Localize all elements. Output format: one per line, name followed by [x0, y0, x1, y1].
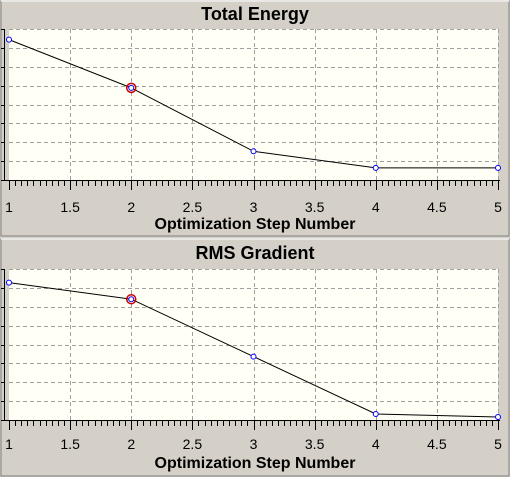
selected-point-ring[interactable] [126, 82, 137, 94]
data-point[interactable] [372, 410, 379, 417]
x-tick-label: 3.5 [305, 436, 325, 452]
data-point[interactable] [6, 279, 12, 286]
x-tick-label: 5 [494, 436, 502, 452]
x-tick-label: 5 [494, 199, 502, 215]
x-tick-label: 3.5 [305, 199, 325, 215]
x-tick-label: 1 [5, 436, 13, 452]
chart-panel-1: Total Energy 1 1.5 2 2.5 3 3.5 4 4.5 5 Optimizatio… [0, 0, 510, 237]
x-tick-label: 2.5 [183, 436, 203, 452]
y-axis-ticks [1, 269, 5, 421]
data-point[interactable] [250, 353, 257, 360]
x-tick-label: 3 [250, 199, 258, 215]
x-tick-label: 4.5 [427, 199, 447, 215]
chart-title: Total Energy [201, 4, 309, 24]
data-point[interactable] [250, 148, 257, 155]
x-tick-label: 3 [250, 436, 258, 452]
data-point[interactable] [372, 164, 379, 171]
data-point[interactable] [128, 84, 135, 91]
data-point[interactable] [128, 296, 135, 303]
chart-panel-2: RMS Gradient 1 1.5 2 2.5 3 3.5 4 4.5 5 Optimizatio… [0, 238, 510, 477]
data-point[interactable] [6, 36, 12, 43]
x-tick-label: 1.5 [60, 199, 80, 215]
chart-title: RMS Gradient [195, 243, 314, 263]
x-tick-label: 4 [372, 436, 380, 452]
x-tick-label: 4.5 [427, 436, 447, 452]
x-axis-ticks [9, 421, 499, 430]
plot-area [9, 29, 498, 180]
data-point[interactable] [495, 164, 501, 171]
x-axis-ticks [9, 181, 499, 190]
x-tick-label: 4 [372, 199, 380, 215]
x-tick-label: 2.5 [183, 199, 203, 215]
x-axis-label: Optimization Step Number [155, 455, 356, 472]
x-axis-label: Optimization Step Number [155, 216, 356, 233]
x-tick-label: 2 [127, 436, 135, 452]
y-axis-ticks [1, 29, 5, 181]
x-tick-label: 1 [5, 199, 13, 215]
x-tick-label: 1.5 [60, 436, 80, 452]
data-point[interactable] [495, 413, 501, 420]
selected-point-ring[interactable] [126, 293, 137, 305]
x-tick-label: 2 [127, 199, 135, 215]
plot-area [9, 269, 498, 420]
